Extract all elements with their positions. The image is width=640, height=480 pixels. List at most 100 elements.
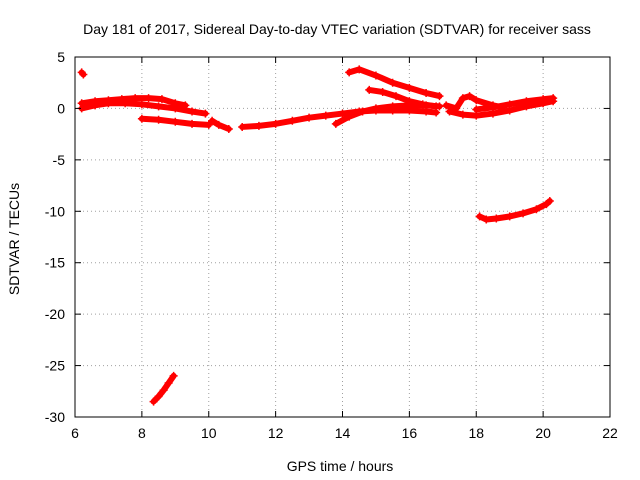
- x-tick-label: 16: [402, 425, 418, 441]
- data-point: [482, 215, 491, 224]
- data-point: [157, 95, 166, 104]
- data-point: [458, 94, 467, 103]
- data-point: [371, 71, 380, 80]
- data-point: [91, 101, 100, 110]
- series-arc-9: [365, 85, 441, 111]
- y-tick-label: -10: [45, 203, 65, 219]
- data-point: [321, 111, 330, 120]
- data-point: [345, 112, 354, 121]
- data-point: [288, 116, 297, 125]
- data-point: [171, 104, 180, 113]
- data-point: [458, 110, 467, 119]
- data-point: [79, 70, 88, 79]
- series-arc-4: [137, 114, 213, 129]
- x-tick-label: 20: [535, 425, 551, 441]
- data-point: [405, 83, 414, 92]
- data-point: [305, 113, 314, 122]
- axis-tick-labels: 6 8 10 12 14 16 18 20 22 5 0 -5 -10 -15 -20 -25 -30: [45, 49, 618, 441]
- data-point: [358, 107, 367, 116]
- y-axis-label: SDTVAR / TECUs: [6, 183, 22, 295]
- data-point: [488, 103, 497, 112]
- data-point: [492, 214, 501, 223]
- data-point: [435, 92, 444, 101]
- series-arc-12: [472, 94, 558, 114]
- y-tick-label: 5: [57, 49, 65, 65]
- data-points: [77, 65, 558, 406]
- data-point: [137, 114, 146, 123]
- data-point: [472, 105, 481, 114]
- series-arc-8: [345, 65, 444, 101]
- data-point: [539, 95, 548, 104]
- data-point: [149, 397, 158, 406]
- x-tick-label: 12: [268, 425, 284, 441]
- data-point: [365, 85, 374, 94]
- data-point: [169, 371, 178, 380]
- data-point: [505, 212, 514, 221]
- data-point: [475, 212, 484, 221]
- data-point: [214, 120, 223, 129]
- data-point: [472, 96, 481, 105]
- data-point: [104, 99, 113, 108]
- data-point: [224, 125, 233, 133]
- series-arc-13: [475, 197, 554, 224]
- data-point: [331, 119, 340, 128]
- x-tick-label: 22: [602, 425, 618, 441]
- data-point: [532, 205, 541, 214]
- data-point: [159, 386, 168, 395]
- y-tick-label: -25: [45, 358, 65, 374]
- data-point: [432, 102, 441, 111]
- data-point: [154, 102, 163, 111]
- data-point: [204, 120, 213, 129]
- series-trace: [476, 198, 553, 223]
- data-point: [137, 100, 146, 109]
- data-point: [445, 107, 454, 116]
- y-tick-label: -15: [45, 255, 65, 271]
- data-point: [208, 116, 217, 125]
- data-point: [188, 107, 197, 116]
- data-point: [238, 122, 247, 131]
- data-point: [388, 102, 397, 111]
- data-point: [131, 94, 140, 103]
- series-arc-1: [77, 68, 88, 79]
- data-point: [442, 101, 451, 110]
- data-point: [465, 92, 474, 101]
- x-tick-label: 18: [468, 425, 484, 441]
- data-point: [355, 65, 364, 74]
- data-point: [418, 100, 427, 109]
- y-tick-label: -5: [53, 152, 66, 168]
- data-point: [338, 109, 347, 118]
- data-point: [371, 104, 380, 113]
- series-arc-5: [208, 116, 233, 133]
- data-point: [154, 392, 163, 401]
- data-point: [271, 119, 280, 128]
- chart-title: Day 181 of 2017, Sidereal Day-to-day VTE…: [83, 21, 591, 37]
- data-point: [522, 97, 531, 106]
- data-point: [188, 119, 197, 128]
- data-point: [505, 100, 514, 109]
- x-tick-label: 14: [335, 425, 351, 441]
- x-tick-label: 6: [71, 425, 79, 441]
- data-point: [378, 87, 387, 96]
- x-tick-label: 10: [201, 425, 217, 441]
- axis-ticks: [74, 56, 611, 418]
- data-point: [388, 78, 397, 87]
- data-point: [422, 89, 431, 97]
- data-point: [121, 99, 130, 108]
- data-point: [254, 121, 263, 130]
- data-point: [201, 109, 210, 118]
- data-point: [171, 117, 180, 126]
- data-point: [405, 97, 414, 106]
- data-point: [545, 197, 554, 205]
- data-point: [549, 94, 558, 103]
- y-tick-label: 0: [57, 100, 65, 116]
- y-tick-label: -20: [45, 306, 65, 322]
- data-point: [154, 115, 163, 124]
- data-point: [345, 68, 354, 77]
- data-point: [144, 94, 153, 103]
- x-axis-label: GPS time / hours: [287, 458, 394, 474]
- data-point: [519, 209, 528, 218]
- series-arc-14: [149, 371, 178, 406]
- data-point: [164, 379, 173, 388]
- data-point: [392, 92, 400, 101]
